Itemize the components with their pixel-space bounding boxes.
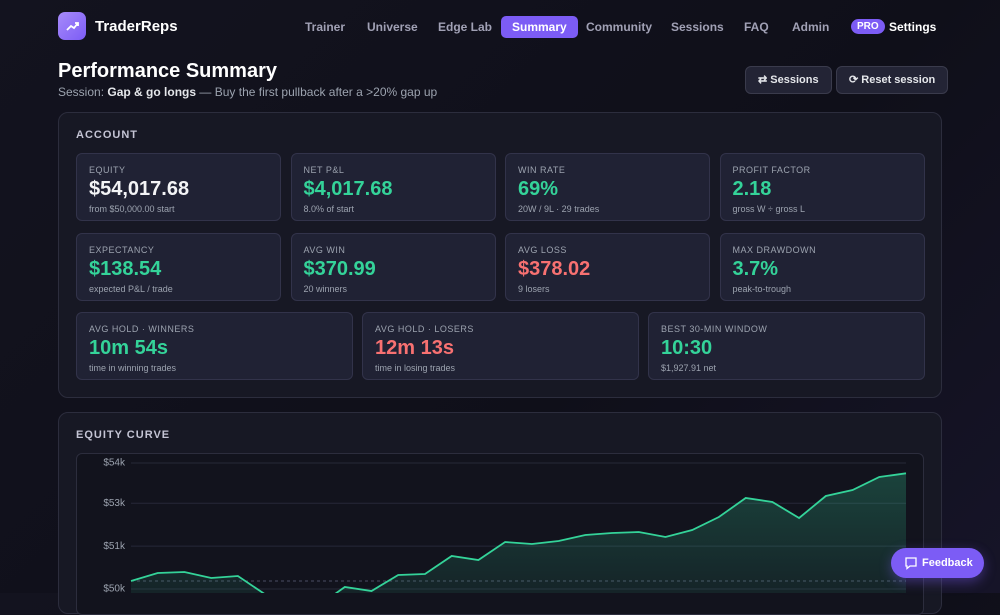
stat-card: EXPECTANCY $138.54 expected P&L / trade (76, 233, 281, 301)
panel-title: EQUITY CURVE (76, 429, 171, 441)
y-tick-label: $53k (103, 498, 126, 509)
stat-label: EXPECTANCY (89, 245, 155, 255)
nav-item[interactable]: Community (586, 20, 652, 34)
stat-label: WIN RATE (518, 165, 566, 175)
stat-sub: $1,927.91 net (661, 363, 717, 373)
stat-label: PROFIT FACTOR (732, 165, 811, 175)
stat-label: AVG HOLD · LOSERS (375, 324, 474, 334)
brand[interactable]: TraderReps (95, 18, 178, 35)
stat-card: WIN RATE 69% 20W / 9L · 29 trades (505, 153, 710, 221)
pro-badge: PRO (851, 19, 885, 34)
stat-value: 12m 13s (375, 337, 454, 359)
y-tick-label: $50k (103, 584, 126, 593)
stat-value: $370.99 (303, 258, 376, 280)
stat-label: AVG HOLD · WINNERS (89, 324, 195, 334)
stat-card: MAX DRAWDOWN 3.7% peak-to-trough (719, 233, 925, 301)
stat-label: NET P&L (303, 165, 345, 175)
stat-value: $4,017.68 (303, 178, 393, 200)
nav-item[interactable]: Trainer (305, 20, 346, 34)
feedback-label: Feedback (922, 557, 973, 569)
stat-value: $54,017.68 (89, 178, 190, 200)
nav-item[interactable]: Summary (501, 16, 578, 38)
stat-card: NET P&L $4,017.68 8.0% of start (290, 153, 496, 221)
stat-sub: 20W / 9L · 29 trades (518, 204, 600, 214)
stat-card: AVG HOLD · LOSERS 12m 13s time in losing t… (362, 312, 639, 380)
y-tick-label: $51k (103, 541, 126, 552)
stat-sub: 8.0% of start (303, 204, 355, 214)
stat-card: BEST 30-MIN WINDOW 10:30 $1,927.91 net (648, 312, 925, 380)
stat-label: MAX DRAWDOWN (732, 245, 817, 255)
stat-sub: 20 winners (303, 284, 348, 294)
stat-card: AVG WIN $370.99 20 winners (290, 233, 496, 301)
stat-label: AVG WIN (303, 245, 346, 255)
nav-item[interactable]: Admin (792, 20, 830, 34)
nav-item[interactable]: Sessions (671, 20, 724, 34)
settings-link[interactable]: Settings (889, 20, 937, 34)
stat-value: 69% (518, 178, 559, 200)
stat-sub: peak-to-trough (732, 284, 792, 294)
page-subtitle: Session: Gap & go longs — Buy the first … (58, 85, 437, 99)
logo[interactable] (58, 12, 86, 40)
page-title: Performance Summary (58, 60, 277, 82)
reset-button[interactable]: ⟳ Reset session (836, 66, 949, 94)
sessions-button[interactable]: ⇄ Sessions (745, 66, 832, 94)
stat-sub: 9 losers (518, 284, 550, 294)
stat-value: $378.02 (518, 258, 591, 280)
stat-card: AVG HOLD · WINNERS 10m 54s time in winning… (76, 312, 353, 380)
stat-label: BEST 30-MIN WINDOW (661, 324, 768, 334)
nav-item[interactable]: FAQ (744, 20, 769, 34)
area-fill (131, 473, 906, 593)
stat-value: 10m 54s (89, 337, 168, 359)
stat-sub: gross W ÷ gross L (732, 204, 805, 214)
subtitle-prefix: Session: (58, 85, 105, 99)
stat-sub: time in winning trades (89, 363, 177, 373)
y-tick-label: $54k (103, 458, 126, 469)
stat-sub: time in losing trades (375, 363, 456, 373)
stat-value: 3.7% (732, 258, 779, 280)
stat-label: EQUITY (89, 165, 126, 175)
nav-item[interactable]: Universe (367, 20, 418, 34)
account-panel: ACCOUNT EQUITY $54,017.68 from $50,000.00 … (58, 112, 942, 398)
subtitle-rest: — Buy the first pullback after a >20% ga… (199, 85, 438, 99)
stat-sub: from $50,000.00 start (89, 204, 175, 214)
equity-chart: $50k $51k $53k $54k (103, 458, 907, 593)
feedback-button[interactable]: Feedback (891, 548, 984, 578)
equity-line (130, 472, 907, 593)
stat-value: 10:30 (661, 337, 713, 359)
stat-card: EQUITY $54,017.68 from $50,000.00 start (76, 153, 281, 221)
feedback-icon (905, 557, 917, 570)
session-name: Gap & go longs (107, 85, 197, 99)
panel-title: ACCOUNT (76, 129, 138, 141)
stat-value: 2.18 (732, 178, 772, 200)
stat-sub: expected P&L / trade (89, 284, 173, 294)
stat-label: AVG LOSS (518, 245, 567, 255)
stat-card: AVG LOSS $378.02 9 losers (505, 233, 710, 301)
stat-value: $138.54 (89, 258, 162, 280)
logo-icon (66, 22, 79, 31)
stat-card: PROFIT FACTOR 2.18 gross W ÷ gross L (719, 153, 925, 221)
nav-item[interactable]: Edge Lab (438, 20, 493, 34)
